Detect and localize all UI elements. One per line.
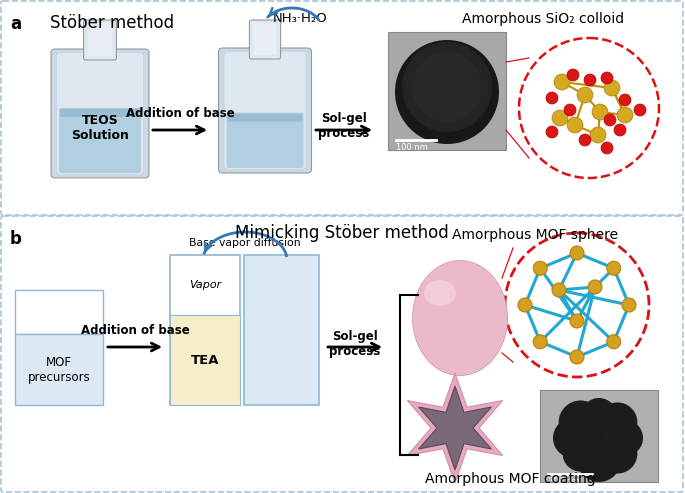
Circle shape bbox=[546, 92, 558, 104]
Polygon shape bbox=[408, 373, 503, 483]
FancyBboxPatch shape bbox=[227, 112, 303, 168]
Text: Base vapor diffusion: Base vapor diffusion bbox=[189, 238, 301, 248]
Text: Addition of base: Addition of base bbox=[81, 324, 189, 337]
Circle shape bbox=[592, 104, 608, 120]
Circle shape bbox=[558, 400, 603, 445]
Circle shape bbox=[597, 402, 637, 442]
Circle shape bbox=[634, 104, 646, 116]
Circle shape bbox=[567, 69, 579, 81]
Text: NH₃·H₂O: NH₃·H₂O bbox=[273, 12, 327, 25]
Circle shape bbox=[533, 335, 547, 349]
Text: Mimicking Stöber method: Mimicking Stöber method bbox=[235, 224, 449, 242]
Text: TEA: TEA bbox=[190, 353, 219, 366]
FancyBboxPatch shape bbox=[219, 48, 312, 173]
FancyBboxPatch shape bbox=[51, 49, 149, 178]
Text: TEOS
Solution: TEOS Solution bbox=[71, 114, 129, 142]
Text: Addition of base: Addition of base bbox=[125, 107, 234, 120]
FancyBboxPatch shape bbox=[249, 20, 281, 59]
Circle shape bbox=[622, 298, 636, 312]
Circle shape bbox=[412, 52, 482, 122]
Circle shape bbox=[402, 42, 492, 132]
Circle shape bbox=[590, 127, 606, 143]
FancyBboxPatch shape bbox=[225, 52, 306, 169]
Ellipse shape bbox=[424, 280, 456, 306]
Bar bbox=[540, 390, 658, 482]
Circle shape bbox=[552, 283, 566, 297]
Bar bbox=[388, 32, 506, 150]
Circle shape bbox=[584, 74, 596, 86]
Circle shape bbox=[604, 80, 620, 96]
Circle shape bbox=[577, 87, 593, 103]
Text: Vapor: Vapor bbox=[189, 280, 221, 290]
Ellipse shape bbox=[412, 260, 508, 376]
Text: 200 nm: 200 nm bbox=[548, 477, 580, 486]
FancyBboxPatch shape bbox=[1, 1, 683, 215]
Circle shape bbox=[570, 350, 584, 364]
Circle shape bbox=[577, 438, 621, 482]
Circle shape bbox=[607, 335, 621, 349]
Circle shape bbox=[614, 124, 626, 136]
Text: Stöber method: Stöber method bbox=[50, 14, 174, 32]
Circle shape bbox=[601, 72, 613, 84]
Circle shape bbox=[567, 117, 583, 133]
Bar bbox=[170, 255, 240, 405]
Circle shape bbox=[564, 104, 576, 116]
Text: 100 nm: 100 nm bbox=[396, 143, 428, 152]
Circle shape bbox=[604, 114, 616, 126]
Circle shape bbox=[554, 74, 570, 90]
FancyBboxPatch shape bbox=[84, 20, 116, 60]
FancyBboxPatch shape bbox=[88, 23, 112, 56]
Circle shape bbox=[546, 126, 558, 138]
FancyBboxPatch shape bbox=[59, 108, 141, 173]
Text: Sol-gel
process: Sol-gel process bbox=[319, 112, 370, 140]
Circle shape bbox=[553, 418, 593, 458]
Circle shape bbox=[562, 435, 599, 472]
Circle shape bbox=[597, 433, 637, 474]
Circle shape bbox=[607, 420, 643, 456]
Circle shape bbox=[619, 94, 631, 106]
Circle shape bbox=[570, 246, 584, 260]
Bar bbox=[170, 315, 240, 405]
Circle shape bbox=[577, 416, 621, 460]
FancyBboxPatch shape bbox=[253, 23, 277, 55]
Circle shape bbox=[570, 314, 584, 328]
Bar bbox=[244, 255, 319, 405]
Text: MOF
precursors: MOF precursors bbox=[27, 356, 90, 385]
FancyBboxPatch shape bbox=[57, 53, 143, 174]
Circle shape bbox=[533, 261, 547, 275]
Text: b: b bbox=[10, 230, 22, 248]
Circle shape bbox=[617, 107, 633, 123]
FancyBboxPatch shape bbox=[227, 114, 303, 122]
Circle shape bbox=[607, 261, 621, 275]
FancyBboxPatch shape bbox=[1, 216, 683, 492]
Circle shape bbox=[505, 233, 649, 377]
Bar bbox=[15, 290, 103, 334]
Circle shape bbox=[519, 38, 659, 178]
Text: Amorphous MOF sphere: Amorphous MOF sphere bbox=[452, 228, 618, 242]
Text: Amorphous SiO₂ colloid: Amorphous SiO₂ colloid bbox=[462, 12, 624, 26]
Circle shape bbox=[588, 280, 602, 294]
Text: Amorphous MOF coating: Amorphous MOF coating bbox=[425, 472, 595, 486]
Text: a: a bbox=[10, 15, 21, 33]
Circle shape bbox=[518, 298, 532, 312]
Circle shape bbox=[601, 142, 613, 154]
Bar bbox=[15, 334, 103, 405]
Circle shape bbox=[581, 398, 617, 434]
FancyBboxPatch shape bbox=[60, 109, 140, 117]
Circle shape bbox=[395, 40, 499, 144]
Circle shape bbox=[552, 110, 568, 126]
Circle shape bbox=[579, 134, 591, 146]
Text: Sol-gel
process: Sol-gel process bbox=[329, 330, 381, 358]
Polygon shape bbox=[419, 386, 491, 470]
